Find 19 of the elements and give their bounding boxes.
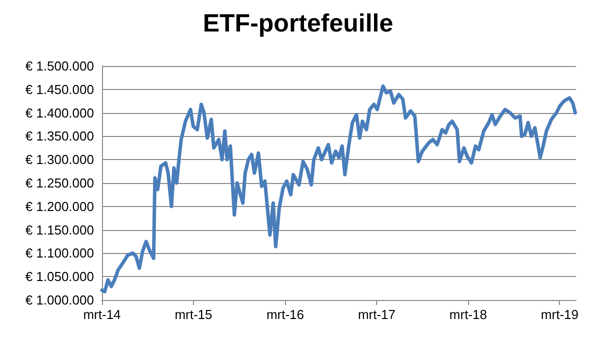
x-tick-label: mrt-16 bbox=[266, 307, 304, 322]
y-tick-label: € 1.500.000 bbox=[25, 58, 94, 74]
x-tick-label: mrt-18 bbox=[449, 307, 487, 322]
y-tick-label: € 1.300.000 bbox=[25, 152, 94, 168]
line-series bbox=[100, 84, 577, 294]
y-tick-label: € 1.100.000 bbox=[25, 246, 94, 261]
y-tick-label: € 1.400.000 bbox=[25, 105, 94, 120]
y-tick-label: € 1.000.000 bbox=[25, 292, 94, 308]
y-tick-label: € 1.450.000 bbox=[25, 82, 94, 97]
y-tick-label: € 1.050.000 bbox=[25, 269, 94, 284]
y-tick-label: € 1.350.000 bbox=[25, 128, 94, 144]
chart-title: ETF-portefeuille bbox=[202, 10, 394, 38]
x-tick-label: mrt-15 bbox=[174, 307, 212, 322]
y-tick-label: € 1.200.000 bbox=[25, 198, 94, 214]
y-tick-label: € 1.250.000 bbox=[25, 176, 94, 190]
x-tick-label: mrt-17 bbox=[358, 307, 396, 322]
x-tick-label: mrt-19 bbox=[540, 307, 578, 322]
y-tick-label: € 1.150.000 bbox=[25, 222, 94, 238]
x-tick-label: mrt-14 bbox=[83, 307, 121, 322]
